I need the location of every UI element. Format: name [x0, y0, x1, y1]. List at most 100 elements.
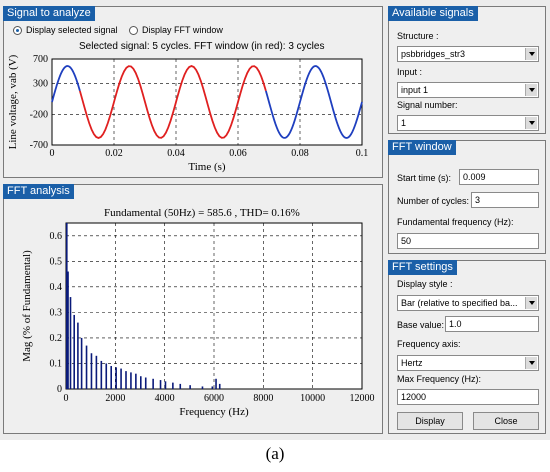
spectrum-bar	[189, 385, 191, 389]
max-freq-label: Max Frequency (Hz):	[397, 374, 482, 384]
spectrum-bar	[85, 345, 88, 389]
spectrum-bar	[110, 366, 112, 389]
y-tick-label: 700	[33, 54, 48, 65]
display-fft-window-radio[interactable]	[129, 26, 138, 35]
start-time-label: Start time (s):	[397, 173, 452, 183]
spectrum-bar	[140, 376, 142, 389]
spectrum-bar	[159, 380, 162, 389]
x-tick-label: 8000	[253, 393, 273, 404]
num-cycles-input[interactable]: 3	[471, 192, 539, 208]
freq-axis-value: Hertz	[401, 358, 423, 368]
x-tick-label: 0	[64, 393, 69, 404]
y-tick-label: 0.1	[50, 358, 63, 369]
signal-to-analyze-panel: Signal to analyze Display selected signa…	[3, 6, 383, 178]
spectrum-bar	[125, 371, 127, 389]
chevron-down-icon[interactable]	[525, 357, 537, 369]
input-value: input 1	[401, 85, 429, 95]
available-signals-panel: Available signals Structure : psbbridges…	[388, 6, 546, 134]
spectrum-bar	[144, 377, 147, 389]
max-freq-input[interactable]: 12000	[397, 389, 539, 405]
figure-caption: (a)	[265, 444, 285, 463]
spectrum-bar	[100, 360, 103, 389]
spectrum-bar	[66, 223, 68, 389]
y-tick-label: 0.2	[50, 333, 63, 344]
signal-number-dropdown[interactable]: 1	[397, 115, 539, 131]
x-tick-label: 6000	[204, 393, 224, 404]
y-tick-label: 0.3	[50, 307, 63, 318]
fundamental-thd-text: Fundamental (50Hz) = 585.6 , THD= 0.16%	[104, 207, 300, 219]
y-tick-label: 0.6	[50, 231, 63, 242]
input-label: Input :	[397, 67, 423, 77]
start-time-input[interactable]: 0.009	[459, 169, 539, 185]
panel-title: FFT window	[388, 140, 456, 155]
signal-number-label: Signal number:	[397, 100, 458, 110]
spectrum-bar	[120, 368, 122, 389]
x-axis-label: Time (s)	[188, 161, 226, 173]
x-tick-label: 0.08	[291, 148, 309, 159]
display-style-label: Display style :	[397, 279, 453, 289]
spectrum-bar	[90, 353, 93, 389]
x-tick-label: 0.1	[356, 148, 369, 159]
x-tick-label: 0.02	[105, 148, 123, 159]
num-cycles-label: Number of cycles:	[397, 196, 470, 206]
spectrum-bar	[105, 363, 108, 389]
y-tick-label: -200	[30, 109, 48, 120]
display-fft-window-label[interactable]: Display FFT window	[142, 25, 223, 35]
fund-freq-label: Fundamental frequency (Hz):	[397, 217, 514, 227]
waveform-line	[79, 65, 267, 139]
spectrum-bar	[115, 367, 117, 389]
freq-axis-dropdown[interactable]: Hertz	[397, 355, 539, 371]
display-style-dropdown[interactable]: Bar (relative to specified ba...	[397, 295, 539, 311]
spectrum-bar	[172, 382, 174, 389]
spectrum-bar	[77, 322, 79, 389]
spectrum-bar	[215, 378, 217, 389]
chevron-down-icon[interactable]	[525, 297, 537, 309]
y-tick-label: 0	[57, 384, 62, 395]
y-tick-label: -700	[30, 140, 48, 151]
panel-title: FFT analysis	[3, 184, 74, 199]
display-button[interactable]: Display	[397, 412, 463, 430]
fund-freq-input[interactable]: 50	[397, 233, 539, 249]
display-selected-signal-radio[interactable]	[13, 26, 22, 35]
fft-analysis-panel: FFT analysis Fundamental (50Hz) = 585.6 …	[3, 184, 383, 434]
structure-dropdown[interactable]: psbbridges_str3	[397, 46, 539, 62]
fft-spectrum-chart: 0 2000 4000 6000 8000 10000 12000 0.6 0.5 0.4 0.3 0…	[21, 222, 375, 418]
panel-title: Signal to analyze	[3, 6, 95, 21]
spectrum-bar	[164, 381, 167, 389]
x-tick-label: 10000	[300, 393, 325, 404]
panel-title: FFT settings	[388, 260, 457, 275]
fft-window-panel: FFT window Start time (s): 0.009 Number …	[388, 140, 546, 254]
chevron-down-icon[interactable]	[525, 48, 537, 60]
selected-signal-info: Selected signal: 5 cycles. FFT window (i…	[79, 41, 325, 52]
input-dropdown[interactable]: input 1	[397, 82, 539, 98]
spectrum-bar	[201, 386, 204, 389]
chevron-down-icon[interactable]	[525, 84, 537, 96]
x-tick-label: 4000	[155, 393, 175, 404]
display-style-value: Bar (relative to specified ba...	[401, 298, 518, 308]
x-tick-label: 0.04	[167, 148, 185, 159]
chevron-down-icon[interactable]	[525, 117, 537, 129]
spectrum-bar	[135, 373, 137, 389]
y-tick-label: 0.5	[50, 256, 63, 267]
y-tick-label: 300	[33, 79, 48, 90]
spectrum-bar	[152, 378, 154, 389]
spectrum-bar	[80, 337, 83, 389]
x-tick-label: 0.06	[229, 148, 247, 159]
base-value-input[interactable]: 1.0	[445, 316, 539, 332]
display-selected-signal-label[interactable]: Display selected signal	[26, 25, 118, 35]
base-value-label: Base value:	[397, 320, 445, 330]
spectrum-bar	[130, 372, 132, 389]
y-axis-label: Mag (% of Fundamental)	[21, 250, 33, 362]
spectrum-bar	[218, 383, 221, 389]
y-axis-label: Line voltage, vab (V)	[7, 54, 19, 149]
panel-title: Available signals	[388, 6, 478, 21]
spectrum-bar	[67, 271, 69, 389]
spectrum-bar	[73, 314, 75, 389]
close-button[interactable]: Close	[473, 412, 539, 430]
x-axis-label: Frequency (Hz)	[179, 406, 249, 418]
spectrum-bar	[179, 383, 182, 389]
waveform-line	[51, 65, 81, 103]
spectrum-bar	[95, 355, 98, 389]
structure-label: Structure :	[397, 31, 439, 41]
time-domain-chart: 0 0.02 0.04 0.06 0.08 0.1 700 300 -200 -700 Time (…	[7, 54, 369, 173]
